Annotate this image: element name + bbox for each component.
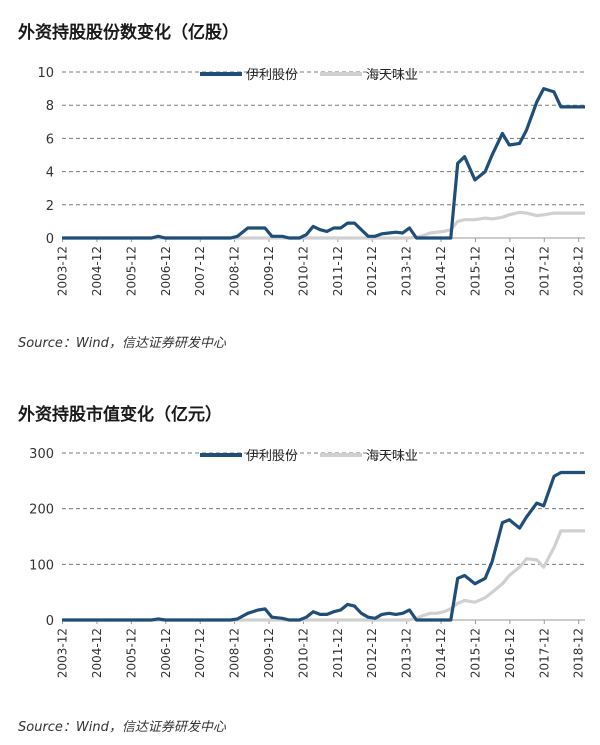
y-tick-label: 0 [46,232,54,247]
x-tick-label: 2008-12 [228,246,242,296]
x-tick-label: 2009-12 [262,246,276,296]
x-tick-label: 2014-12 [434,628,448,678]
y-tick-label: 100 [29,558,54,573]
x-tick-label: 2011-12 [331,246,345,296]
x-tick-label: 2007-12 [193,246,207,296]
x-tick-label: 2017-12 [537,246,551,296]
legend-label: 伊利股份 [246,68,298,83]
x-tick-label: 2013-12 [400,246,414,296]
series-line-haitian [62,210,585,240]
x-tick-label: 2008-12 [228,628,242,678]
x-tick-label: 2018-12 [572,628,586,678]
x-tick-label: 2005-12 [124,246,138,296]
x-tick-label: 2003-12 [56,246,70,296]
y-tick-label: 200 [29,503,54,518]
x-tick-label: 2016-12 [503,628,517,678]
x-tick-label: 2004-12 [90,246,104,296]
legend: 伊利股份 海天味业 [200,68,418,83]
x-tick-label: 2009-12 [262,628,276,678]
x-tick-label: 2006-12 [159,628,173,678]
legend-label: 伊利股份 [246,449,298,464]
x-tick-label: 2017-12 [537,628,551,678]
x-tick-label: 2011-12 [331,628,345,678]
x-tick-label: 2003-12 [56,628,70,678]
x-tick-label: 2006-12 [159,246,173,296]
x-tick-label: 2007-12 [193,628,207,678]
x-tick-label: 2018-12 [572,246,586,296]
x-tick-label: 2010-12 [296,246,310,296]
legend-label: 海天味业 [366,449,418,464]
chart2-title: 外资持股市值变化（亿元） [18,405,222,425]
chart2-plot: 0 100 200 300 2003-12 2004-12 2005-12 2006-12 20… [29,447,586,678]
x-tick-label: 2016-12 [503,246,517,296]
x-tick-label: 2012-12 [365,246,379,296]
x-tick-label: 2005-12 [124,628,138,678]
y-tick-label: 6 [46,132,54,147]
chart2-source: Source：Wind，信达证券研发中心 [18,720,226,735]
x-tick-label: 2012-12 [365,628,379,678]
series-line-haitian [62,529,585,622]
y-tick-label: 2 [46,199,54,214]
y-tick-label: 8 [46,99,54,114]
y-tick-label: 4 [46,166,54,181]
chart1-plot: 0 2 4 6 8 10 2003-12 2004-12 2005-12 2006-12 2007-… [37,66,586,296]
chart1-source: Source：Wind，信达证券研发中心 [18,336,226,351]
series-line-yili [62,86,585,240]
y-tick-label: 0 [46,614,54,629]
x-tick-label: 2004-12 [90,628,104,678]
legend: 伊利股份 海天味业 [200,449,418,464]
y-tick-label: 10 [37,66,54,81]
x-tick-label: 2015-12 [468,628,482,678]
x-tick-label: 2010-12 [296,628,310,678]
x-tick-label: 2013-12 [400,628,414,678]
series-line-yili [62,470,585,622]
x-tick-label: 2014-12 [434,246,448,296]
x-tick-label: 2015-12 [468,246,482,296]
legend-label: 海天味业 [366,68,418,83]
chart1-title: 外资持股股份数变化（亿股） [18,23,239,43]
y-tick-label: 300 [29,447,54,462]
